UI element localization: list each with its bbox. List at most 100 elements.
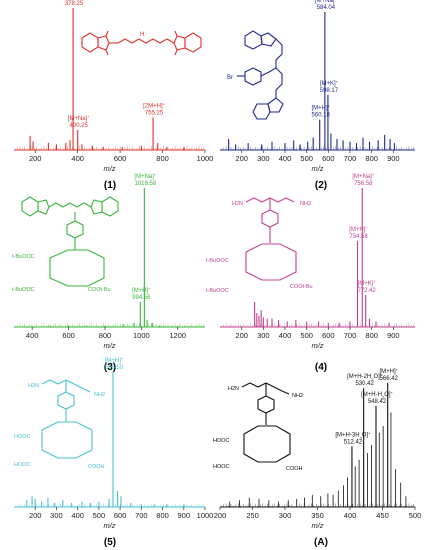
benzyl-ring-3 [66, 220, 84, 239]
peak-label-ion: [M+Na]+ [134, 172, 157, 181]
x-tick-label: 800 [365, 331, 378, 340]
x-tick-label: 250 [246, 511, 259, 520]
panel-label-5: (5) [104, 537, 116, 548]
peak-label-mz: 772.42 [358, 288, 377, 294]
peak-label-mz: 566.42 [380, 376, 399, 382]
x-axis-label: m/z [103, 164, 115, 173]
benzyl-ring-4 [261, 209, 279, 228]
panel-label-1: (1) [104, 180, 116, 191]
panel-label-2: (2) [315, 180, 327, 191]
plot-2: 200 300 400 500 600 700 800 900 m/z [M+Na]+584.04… [220, 0, 415, 173]
peak-label-mz: 734.58 [349, 234, 368, 240]
peak-label-ion: [M+Na]+ [68, 114, 91, 123]
x-tick-label: 200 [214, 511, 227, 520]
x-tick-label: 900 [387, 154, 400, 163]
acid-label-Ac: COOH [286, 466, 303, 472]
x-tick-label: 200 [29, 511, 42, 520]
x-tick-label: 800 [156, 154, 169, 163]
panel-2: Br 200300400500600700800900m/z[M+Na]+584… [220, 0, 415, 191]
x-tick-label: 600 [322, 154, 335, 163]
x-tick-label: 600 [114, 154, 127, 163]
acid-label-5b: HOOC [14, 462, 31, 468]
amine-label-Aa: H2N [228, 386, 239, 392]
structure-1: H [81, 30, 202, 56]
peak-label-ion: [M+Na]+ [315, 0, 338, 4]
peak-label-ion: [M+H]+ [132, 285, 151, 294]
x-tick-label: 300 [279, 511, 292, 520]
tbu-ester-label-4a: t-BuOOC [206, 258, 229, 264]
x-axis-label: m/z [311, 341, 323, 350]
x-axis-label: m/z [311, 164, 323, 173]
plot-3: 400 600 800 1000 1200 m/z [M+Na]+1016.58 [M+H]+… [14, 172, 205, 350]
peak-label-mz: 994.56 [132, 295, 151, 301]
peak-label-mz: 400.25 [70, 123, 89, 129]
x-tick-label: 350 [311, 511, 324, 520]
peak-label-ion: [M+H-H2O]+ [361, 389, 393, 399]
phthalimide-3-left [21, 196, 50, 217]
x-tick-label: 400 [344, 511, 357, 520]
peak-label-ion: [M+H]+ [105, 356, 124, 365]
tbu-ester-label-3: COOt-Bu [88, 287, 111, 293]
cyclen-ring-3 [49, 249, 105, 287]
x-axis-label: m/z [103, 341, 115, 350]
phthalimide-top [244, 30, 277, 50]
tbu-ester-label-4c: t-BuOOC [206, 288, 229, 294]
x-tick-label: 300 [50, 511, 63, 520]
plot-1: 2004006008001000m/z[M+H]+378.25[M+Na]+40… [14, 1, 214, 173]
benzyl-ring-2 [244, 67, 262, 86]
cyclen-ring-5 [41, 421, 93, 459]
x-tick-label: 800 [156, 511, 169, 520]
amine-label-4b: NH2 [300, 201, 311, 207]
acid-label-Aa: HOOC [213, 438, 230, 444]
benzyl-ring-A [257, 395, 275, 414]
panel-label-A: (A) [314, 537, 328, 548]
tbu-ester-label-2: t-BuOOC [12, 287, 35, 293]
x-tick-label: 200 [235, 154, 248, 163]
x-tick-label: 600 [322, 331, 335, 340]
x-axis-label: m/z [311, 521, 323, 530]
x-tick-label: 500 [300, 331, 313, 340]
acid-label-5c: COOH [88, 464, 105, 470]
panel-5: H2N NH2 HOOC HOOC COOH 200 300 400 500 600 70… [14, 356, 214, 548]
x-tick-label: 700 [135, 511, 148, 520]
x-tick-label: 500 [93, 511, 106, 520]
x-tick-label: 1000 [133, 331, 150, 340]
plot-A: 200 250 300 350 400 450 500m/z[M+H]+566.42[M+H… [214, 366, 422, 530]
peak-label-mz: 378.25 [65, 1, 84, 7]
structure-3: t-BuOOC t-BuOOC COOt-Bu [12, 196, 119, 293]
x-tick-label: 800 [365, 154, 378, 163]
x-tick-label: 200 [235, 331, 248, 340]
benzyl-link [260, 67, 277, 77]
x-tick-label: 800 [99, 331, 112, 340]
amine-label-1: H [140, 32, 144, 38]
benzyl-ring-5 [57, 391, 75, 410]
x-tick-label: 600 [114, 511, 127, 520]
x-tick-label: 1000 [197, 154, 214, 163]
x-tick-label: 900 [387, 331, 400, 340]
x-tick-label: 400 [279, 154, 292, 163]
bromine-label: Br [227, 75, 233, 81]
peak-label-mz: 530.42 [355, 381, 374, 387]
structure-5: H2N NH2 HOOC HOOC COOH [14, 379, 105, 470]
chain-upper [275, 38, 283, 68]
x-axis-label: m/z [103, 521, 115, 530]
tbu-ester-label-1: t-BuOOC [12, 254, 35, 260]
phthalimide-3-right [90, 196, 119, 217]
structure-2: Br [227, 30, 284, 120]
x-tick-label: 400 [279, 331, 292, 340]
peak-label-mz: 755.25 [145, 110, 164, 116]
x-tick-label: 700 [344, 331, 357, 340]
peak-label-mz: 560.18 [312, 113, 331, 119]
x-tick-label: 1000 [197, 511, 214, 520]
panel-3: t-BuOOC t-BuOOC COOt-Bu 400 600 800 1000 120… [12, 172, 205, 373]
x-tick-label: 600 [62, 331, 75, 340]
peak-label-ion: [M+H]+ [349, 224, 368, 233]
chain-1 [117, 38, 175, 44]
acid-label-5a: HOOC [14, 434, 31, 440]
x-tick-label: 400 [71, 511, 84, 520]
peak-label-ion: [M+H-3H2O]+ [335, 430, 371, 440]
tbu-ester-label-4b: COOt-Bu [290, 284, 313, 290]
x-tick-label: 400 [71, 154, 84, 163]
x-tick-label: 1200 [169, 331, 186, 340]
